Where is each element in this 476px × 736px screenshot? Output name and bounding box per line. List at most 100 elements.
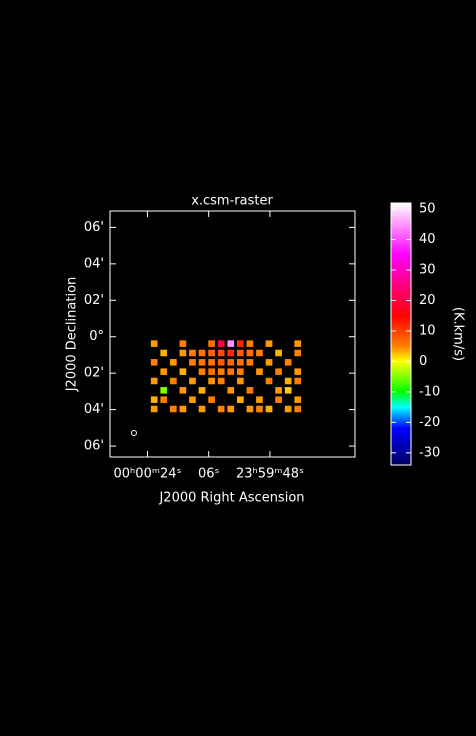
raster-cell: [208, 396, 215, 403]
raster-cell: [169, 359, 177, 366]
raster-cell: [217, 359, 225, 366]
y-tick-label: 04': [84, 402, 104, 417]
raster-cell: [179, 340, 187, 347]
raster-cell: [294, 340, 302, 347]
raster-cell: [256, 349, 263, 357]
raster-cell: [198, 405, 206, 413]
raster-cell: [189, 377, 196, 385]
raster-cell: [227, 349, 235, 357]
colorbar-tick-label: 20: [419, 293, 436, 308]
raster-cell: [294, 396, 302, 403]
raster-cell: [150, 396, 158, 403]
raster-cell: [179, 368, 187, 375]
raster-cell: [198, 349, 206, 357]
raster-cell: [160, 387, 168, 394]
raster-cell: [150, 405, 158, 413]
y-tick-label: 02': [84, 293, 104, 308]
raster-cell: [208, 377, 215, 385]
raster-cell: [198, 387, 206, 394]
raster-cell: [236, 377, 244, 385]
raster-cell: [275, 368, 282, 375]
raster-cell: [208, 368, 215, 375]
x-axis-label: J2000 Right Ascension: [158, 491, 304, 506]
raster-cell: [284, 359, 292, 366]
raster-cell: [236, 359, 244, 366]
raster-cell: [227, 405, 235, 413]
raster-cell: [150, 377, 158, 385]
raster-cell: [265, 377, 273, 385]
raster-cell: [227, 359, 235, 366]
raster-cell: [265, 359, 273, 366]
colorbar-tick-label: 50: [419, 202, 436, 217]
raster-cell: [256, 396, 263, 403]
raster-cell: [160, 349, 168, 357]
raster-cell: [150, 359, 158, 366]
raster-cell: [236, 349, 244, 357]
colorbar-label: (K.km/s): [451, 307, 466, 361]
raster-cell: [179, 349, 187, 357]
raster-cell: [208, 359, 215, 366]
raster-cell: [265, 340, 273, 347]
raster-cell: [265, 405, 273, 413]
raster-cell: [227, 368, 235, 375]
colorbar-tick-label: -30: [419, 445, 440, 460]
plot-frame: [109, 210, 356, 458]
y-tick-label: 04': [84, 256, 104, 271]
raster-cell: [246, 349, 254, 357]
beam: [131, 430, 137, 436]
raster-cell: [246, 387, 254, 394]
raster-cell: [294, 377, 302, 385]
raster-cell: [275, 396, 282, 403]
raster-cell: [189, 396, 196, 403]
raster-cell: [294, 405, 302, 413]
raster-cell: [246, 340, 254, 347]
raster-cell: [160, 396, 168, 403]
raster-cell: [236, 340, 244, 347]
y-tick-label: 06': [84, 220, 104, 235]
raster-cell: [275, 349, 282, 357]
raster-cell: [236, 368, 244, 375]
raster-cell: [294, 368, 302, 375]
raster-cell: [284, 387, 292, 394]
raster-cell: [294, 349, 302, 357]
raster-cell: [198, 368, 206, 375]
raster-cell: [189, 349, 196, 357]
y-tick-label: 0°: [89, 329, 104, 344]
x-tick-label: 23ʰ59ᵐ48ˢ: [236, 467, 304, 482]
colorbar-tick-label: -10: [419, 384, 440, 399]
raster-cell: [150, 340, 158, 347]
colorbar-tick-label: 0: [419, 354, 427, 369]
raster-cell: [208, 349, 215, 357]
raster-cell: [169, 377, 177, 385]
colorbar-tick-label: 10: [419, 323, 436, 338]
raster-cell: [284, 377, 292, 385]
raster-cell: [284, 405, 292, 413]
y-axis-label: J2000 Declination: [65, 277, 80, 393]
raster-cell: [208, 340, 215, 347]
raster-cell: [256, 405, 263, 413]
colorbar-tick-label: 30: [419, 263, 436, 278]
raster-cell: [217, 405, 225, 413]
colorbar-tick-label: -20: [419, 415, 440, 430]
x-tick-label: 06ˢ: [198, 467, 220, 482]
raster-cell: [217, 377, 225, 385]
raster-cell: [227, 387, 235, 394]
raster-cell: [246, 405, 254, 413]
raster-cell: [179, 387, 187, 394]
y-tick-label: 02': [84, 366, 104, 381]
raster-cell: [217, 368, 225, 375]
colorbar-tick-label: 40: [419, 232, 436, 247]
raster-cell: [236, 396, 244, 403]
raster-cell: [179, 405, 187, 413]
raster-cell: [275, 387, 282, 394]
raster-cell: [256, 368, 263, 375]
raster-cell: [160, 368, 168, 375]
raster-cell: [227, 340, 235, 347]
chart-title: x.csm-raster: [191, 194, 273, 209]
x-tick-label: 00ʰ00ᵐ24ˢ: [114, 467, 182, 482]
raster-cell: [189, 359, 196, 366]
raster-cell: [169, 405, 177, 413]
raster-cell: [217, 349, 225, 357]
raster-cell: [246, 359, 254, 366]
